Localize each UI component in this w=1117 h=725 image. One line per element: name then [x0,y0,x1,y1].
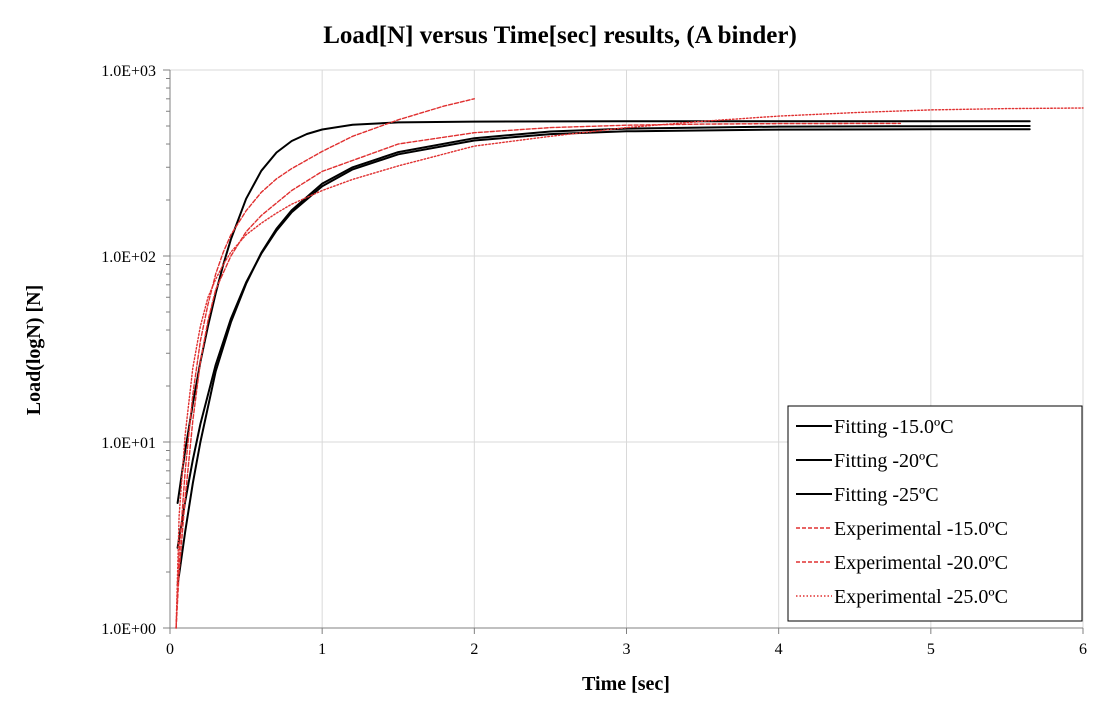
legend-box [787,405,1083,622]
y-tick-label: 1.0E+03 [101,63,156,80]
x-axis-label: Time [sec] [582,673,670,695]
legend-label: Experimental -15.0ºC [834,518,1008,540]
x-tick-label: 0 [166,641,174,658]
x-tick-label: 6 [1079,641,1087,658]
x-tick-label: 4 [775,641,783,658]
series-line-2 [176,125,1031,587]
y-tick-label: 1.0E+00 [101,621,156,638]
tick-labels: 0 1 2 3 4 5 6 1.0E+00 1.0E+01 1.0E+02 1.0E+03 [101,63,1087,658]
grid-lines [170,69,1084,628]
series-line-5 [175,122,902,629]
legend-label: Fitting -25ºC [834,484,939,506]
legend-label: Fitting -20ºC [834,450,939,472]
y-tick-label: 1.0E+01 [101,435,156,452]
chart-title: Load[N] versus Time[sec] results, (A bin… [323,22,797,49]
y-axis-label: Load(logN) [N] [23,285,45,416]
legend: Fitting -15.0ºC Fitting -20ºC Fitting -25º… [787,405,1083,622]
legend-label: Experimental -20.0ºC [834,552,1008,574]
legend-label: Fitting -15.0ºC [834,416,954,438]
axes [163,69,1084,634]
series-line-4 [175,98,475,629]
series-line-3 [176,128,1031,549]
x-tick-label: 3 [623,641,631,658]
x-tick-label: 1 [318,641,326,658]
x-tick-label: 5 [927,641,935,658]
series-line-6 [175,107,1084,629]
y-tick-label: 1.0E+02 [101,249,156,266]
x-tick-label: 2 [470,641,478,658]
series-lines [175,98,1084,629]
legend-label: Experimental -25.0ºC [834,586,1008,608]
